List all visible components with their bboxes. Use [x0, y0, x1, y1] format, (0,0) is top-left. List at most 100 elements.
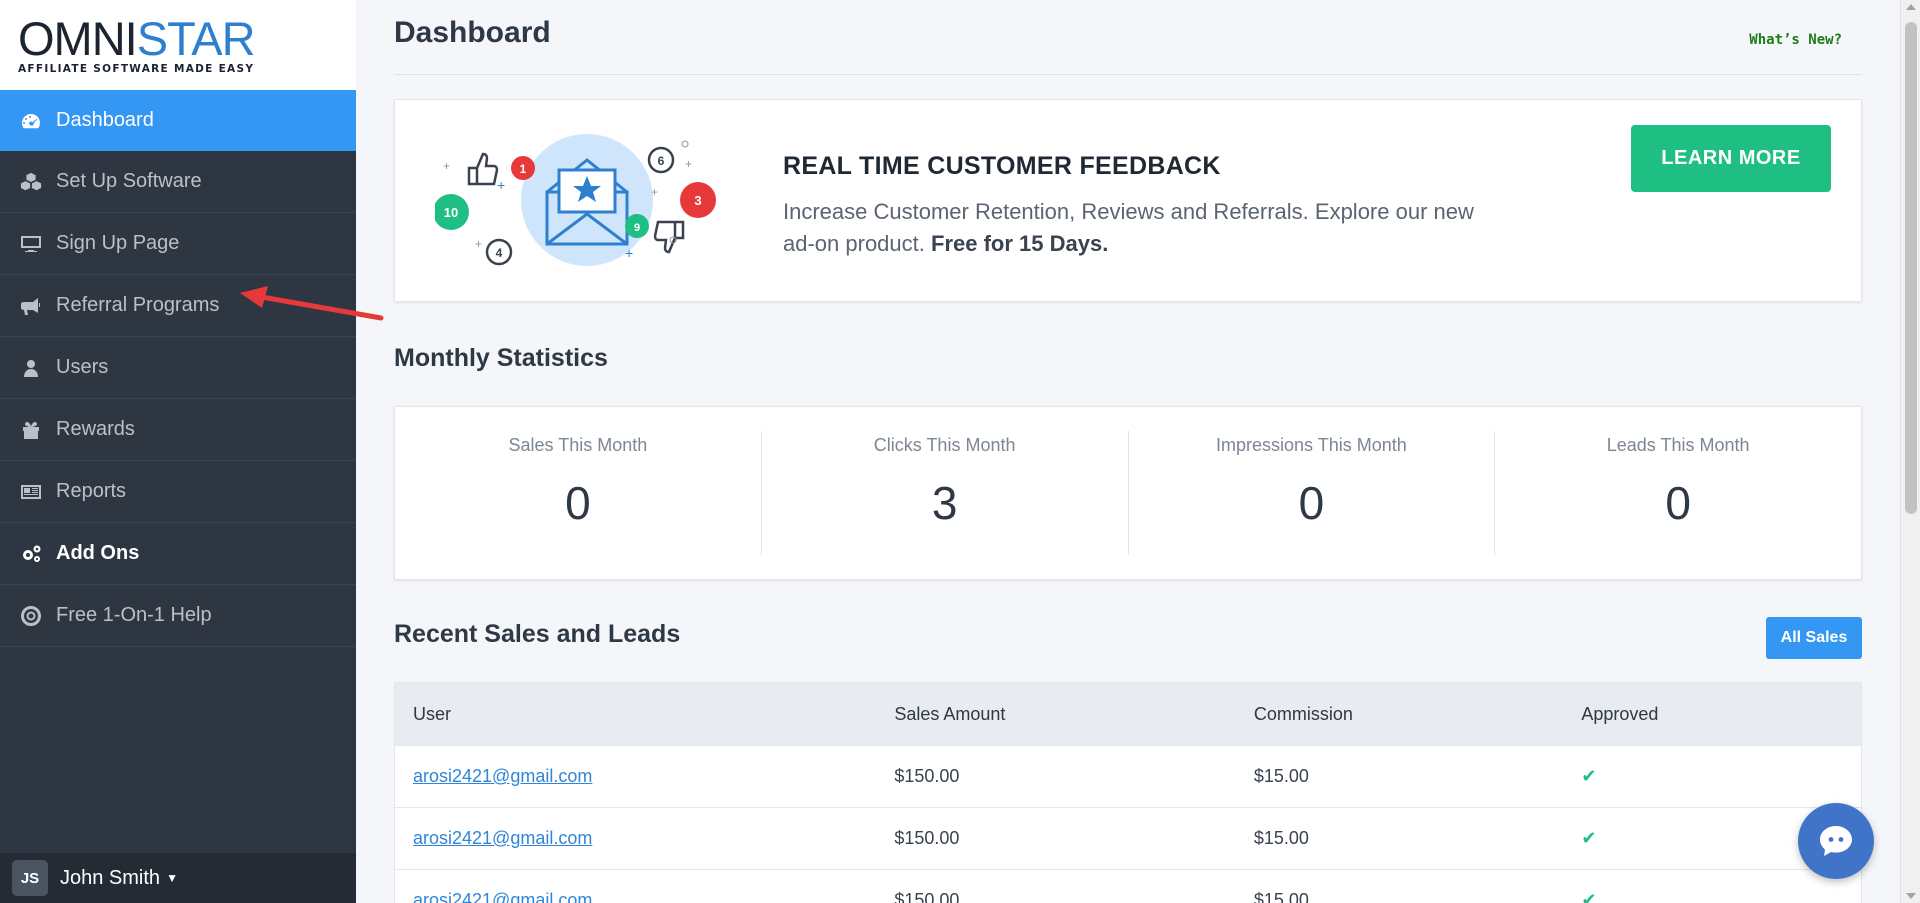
svg-text:+: + [497, 177, 505, 193]
svg-text:6: 6 [658, 154, 665, 168]
stat-sales: Sales This Month 0 [395, 431, 762, 555]
check-icon: ✔ [1581, 890, 1597, 903]
lifebuoy-icon [20, 605, 42, 626]
scroll-up-icon[interactable] [1906, 4, 1916, 10]
stat-label: Clicks This Month [873, 435, 1016, 455]
chat-icon [1820, 826, 1852, 856]
svg-text:+: + [651, 185, 658, 199]
sidebar-item-users[interactable]: Users [0, 337, 356, 399]
monthly-statistics-panel: Sales This Month 0 Clicks This Month 3 I… [394, 406, 1862, 580]
whats-new-link[interactable]: What’s New? [1749, 32, 1842, 48]
recent-sales-title: Recent Sales and Leads [394, 620, 681, 648]
banner-description: Increase Customer Retention, Reviews and… [783, 199, 1474, 256]
page-header: Dashboard What’s New? [394, 0, 1862, 75]
commission-cell: $15.00 [1253, 828, 1309, 848]
svg-text:9: 9 [634, 222, 640, 234]
sidebar-nav: Dashboard Set Up Software Sign Up Page R… [0, 90, 356, 647]
logo-tagline: AFFILIATE SOFTWARE MADE EASY [18, 63, 255, 75]
chevron-down-icon: ▼ [166, 871, 178, 885]
svg-text:10: 10 [444, 205, 458, 220]
stat-impressions: Impressions This Month 0 [1129, 431, 1496, 555]
stat-value: 0 [1298, 477, 1325, 529]
avatar: JS [12, 860, 48, 896]
sidebar: OMNISTAR AFFILIATE SOFTWARE MADE EASY Da… [0, 0, 356, 903]
sidebar-item-add-ons[interactable]: Add Ons [0, 523, 356, 585]
svg-text:1: 1 [520, 162, 527, 176]
stat-leads: Leads This Month 0 [1495, 431, 1861, 555]
annotation-arrow [240, 286, 384, 321]
feedback-illustration: 1 3 10 9 6 4 + + + + + + [435, 134, 716, 266]
sidebar-item-label: Reports [56, 480, 127, 502]
stat-value: 3 [931, 477, 958, 529]
sidebar-item-referral-programs[interactable]: Referral Programs [0, 275, 356, 337]
sidebar-item-set-up-software[interactable]: Set Up Software [0, 151, 356, 213]
table-row: arosi2421@gmail.com $150.00 $15.00 ✔ [395, 745, 1861, 807]
sidebar-item-sign-up-page[interactable]: Sign Up Page [0, 213, 356, 275]
page-title: Dashboard [394, 16, 551, 49]
gears-icon [20, 544, 42, 564]
sidebar-item-label: Dashboard [56, 109, 154, 131]
sidebar-item-label: Set Up Software [56, 170, 202, 192]
gift-icon [20, 421, 42, 439]
sidebar-item-label: Free 1-On-1 Help [56, 604, 212, 626]
table-header: User Sales Amount Commission Approved [395, 683, 1861, 745]
stat-label: Leads This Month [1606, 435, 1750, 455]
learn-more-button[interactable]: LEARN MORE [1631, 125, 1831, 192]
logo-word-omni: OMNI [18, 12, 138, 65]
sales-amount-cell: $150.00 [894, 828, 960, 848]
svg-text:4: 4 [496, 246, 503, 260]
check-icon: ✔ [1581, 766, 1597, 786]
megaphone-icon [20, 297, 42, 315]
chat-button[interactable] [1798, 803, 1874, 879]
user-email-link[interactable]: arosi2421@gmail.com [413, 828, 593, 848]
scroll-down-icon[interactable] [1906, 893, 1916, 899]
sidebar-item-rewards[interactable]: Rewards [0, 399, 356, 461]
user-email-link[interactable]: arosi2421@gmail.com [413, 766, 593, 786]
sidebar-item-label: Sign Up Page [56, 232, 180, 254]
sidebar-item-reports[interactable]: Reports [0, 461, 356, 523]
dashboard-icon [20, 112, 42, 130]
recent-sales-table: User Sales Amount Commission Approved ar… [394, 682, 1862, 903]
column-header-approved[interactable]: Approved [1581, 703, 1659, 724]
banner-title: REAL TIME CUSTOMER FEEDBACK [783, 152, 1221, 180]
stat-clicks: Clicks This Month 3 [762, 431, 1129, 555]
svg-text:+: + [625, 245, 633, 261]
svg-text:3: 3 [694, 193, 701, 208]
svg-text:+: + [475, 237, 482, 251]
user-menu[interactable]: JS John Smith ▼ [0, 853, 356, 903]
commission-cell: $15.00 [1253, 890, 1309, 903]
scrollbar-thumb[interactable] [1905, 22, 1917, 514]
sidebar-item-label: Rewards [56, 418, 135, 440]
logo-word-star: STAR [136, 12, 256, 65]
svg-text:+: + [443, 159, 450, 173]
sidebar-item-dashboard[interactable]: Dashboard [0, 90, 356, 151]
monitor-icon [20, 235, 42, 253]
sidebar-item-label: Add Ons [56, 542, 140, 564]
page-scrollbar[interactable] [1900, 0, 1920, 903]
svg-text:+: + [685, 157, 692, 171]
column-header-commission[interactable]: Commission [1253, 703, 1353, 724]
cubes-icon [20, 172, 42, 192]
report-icon [20, 484, 42, 500]
user-icon [20, 359, 42, 377]
user-email-link[interactable]: arosi2421@gmail.com [413, 890, 593, 903]
monthly-statistics-title: Monthly Statistics [394, 344, 608, 372]
sidebar-item-label: Users [56, 356, 109, 378]
stat-label: Sales This Month [508, 435, 648, 455]
sidebar-item-free-help[interactable]: Free 1-On-1 Help [0, 585, 356, 647]
sales-amount-cell: $150.00 [894, 890, 960, 903]
user-name: John Smith [60, 866, 161, 889]
main-content: Dashboard What’s New? 1 3 10 9 6 4 + + [394, 0, 1862, 903]
check-icon: ✔ [1581, 828, 1597, 848]
column-header-sales-amount[interactable]: Sales Amount [894, 703, 1006, 724]
all-sales-button[interactable]: All Sales [1766, 617, 1862, 659]
table-row: arosi2421@gmail.com $150.00 $15.00 ✔ [395, 807, 1861, 869]
stat-value: 0 [1665, 477, 1691, 529]
stat-label: Impressions This Month [1216, 435, 1407, 455]
banner-text: Increase Customer Retention, Reviews and… [783, 196, 1483, 260]
column-header-user[interactable]: User [413, 703, 452, 724]
sales-amount-cell: $150.00 [894, 766, 960, 786]
sidebar-item-label: Referral Programs [56, 294, 220, 316]
logo[interactable]: OMNISTAR AFFILIATE SOFTWARE MADE EASY [0, 0, 356, 90]
table-row: arosi2421@gmail.com $150.00 $15.00 ✔ [395, 869, 1861, 903]
